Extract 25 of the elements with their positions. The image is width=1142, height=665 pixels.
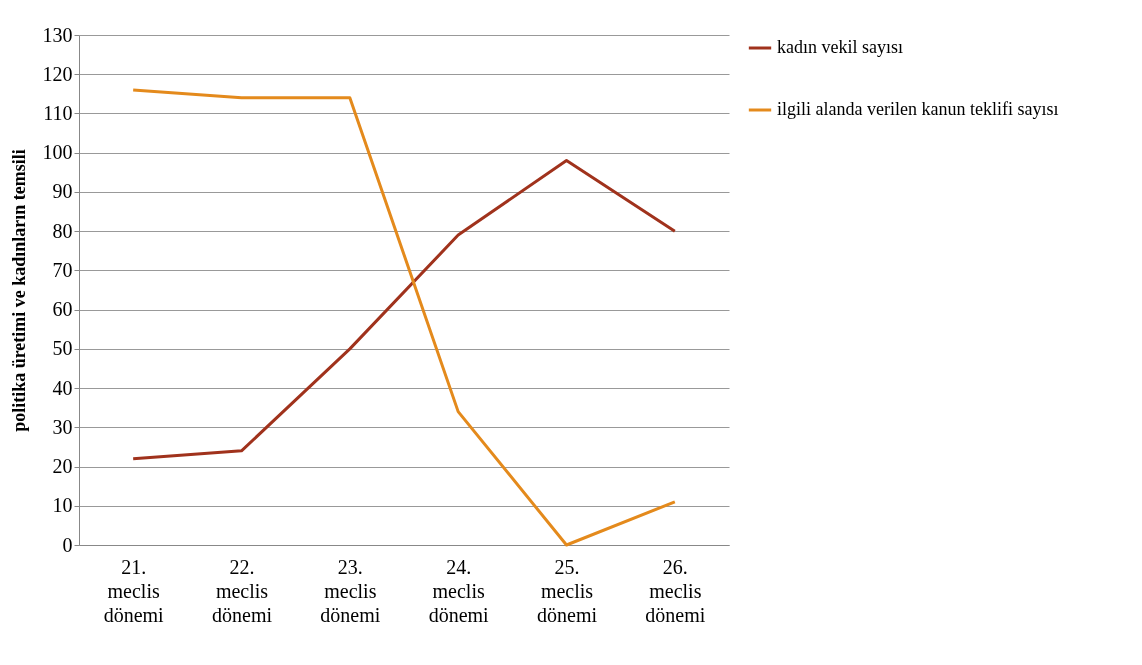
y-tick-label: 120 [42,62,73,85]
legend-label: kadın vekil sayısı [777,37,903,57]
x-tick-label: 25. meclis dönemi [537,555,598,626]
y-tick-label: 130 [42,23,73,46]
y-tick-label: 30 [52,415,73,438]
y-tick-label: 100 [42,141,73,164]
x-tick-label: 22. meclis dönemi [212,555,273,626]
y-tick-label: 90 [52,180,73,203]
x-tick-label: 21. meclis dönemi [103,555,165,626]
y-tick-label: 60 [52,298,73,321]
x-tick-label: 23. meclis dönemi [320,555,381,626]
y-tick-label: 10 [52,494,73,517]
line-series [131,159,677,461]
y-tick-label: 70 [52,258,73,281]
y-tick-label: 50 [52,337,73,360]
y-tick-label: 40 [52,376,73,399]
y-tick-label: 110 [43,101,73,124]
y-tick-label: 20 [52,455,73,478]
y-axis-title: politika üretimi ve kadınların temsili [8,149,29,432]
y-tick-label: 80 [52,219,73,242]
y-tick-label: 0 [62,533,73,556]
x-tick-label: 26. meclis dönemi [645,555,706,626]
line-series [131,88,677,547]
legend-label: ilgili alanda verilen kanun teklifi sayısı [777,99,1059,119]
x-tick-label: 24. meclis dönemi [428,555,490,626]
